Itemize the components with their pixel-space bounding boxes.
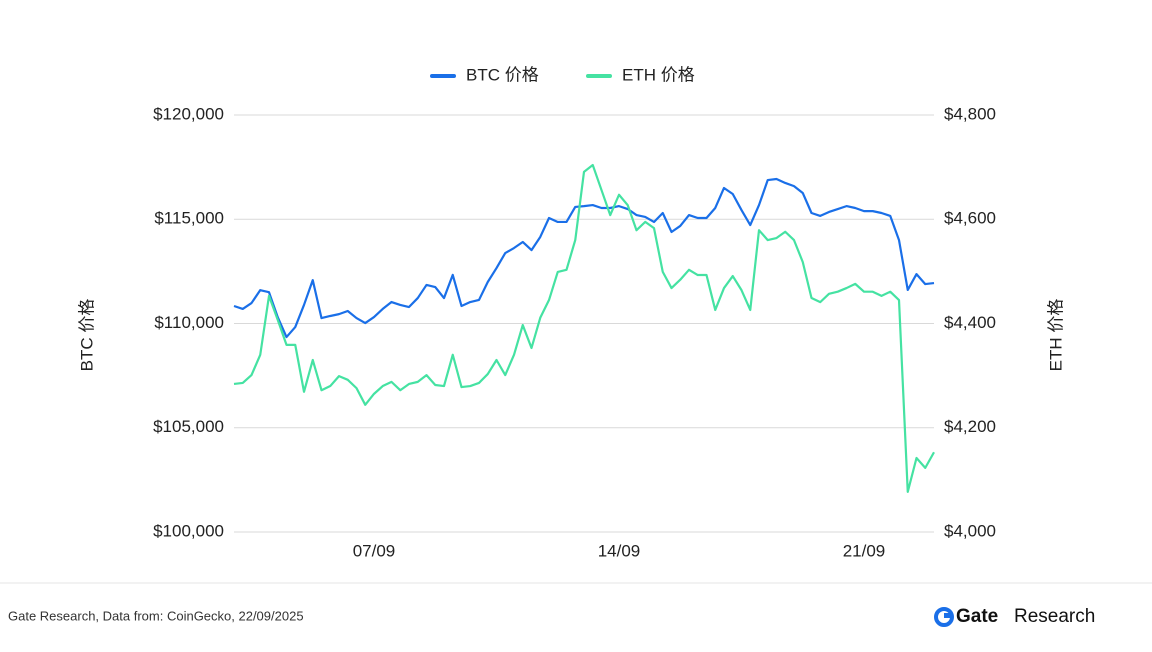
logo-icon-bar <box>944 613 953 618</box>
y2-tick-label: $4,400 <box>944 313 996 332</box>
y2-axis-title: ETH 价格 <box>1046 299 1065 372</box>
brand-name: Gate <box>956 606 998 627</box>
series-line <box>233 177 935 339</box>
y-tick-label: $105,000 <box>153 417 224 436</box>
y-tick-label: $110,000 <box>154 313 224 332</box>
x-tick-label: 21/09 <box>843 541 886 560</box>
x-tick-label: 07/09 <box>353 541 396 560</box>
y2-tick-label: $4,000 <box>944 521 996 540</box>
brand-logo: Gate Research <box>934 606 1095 627</box>
legend-label: ETH 价格 <box>622 65 695 84</box>
y-tick-label: $120,000 <box>153 104 224 123</box>
y2-tick-label: $4,200 <box>944 417 996 436</box>
series-line <box>233 163 935 493</box>
footer-source: Gate Research, Data from: CoinGecko, 22/… <box>8 608 304 623</box>
y2-tick-label: $4,600 <box>944 209 996 228</box>
legend-label: BTC 价格 <box>466 65 539 84</box>
y-tick-label: $100,000 <box>153 521 224 540</box>
y-tick-label: $115,000 <box>154 209 224 228</box>
y-axis-title: BTC 价格 <box>77 299 96 372</box>
y2-tick-label: $4,800 <box>944 104 996 123</box>
brand-suffix: Research <box>1014 606 1095 627</box>
x-tick-label: 14/09 <box>598 541 641 560</box>
